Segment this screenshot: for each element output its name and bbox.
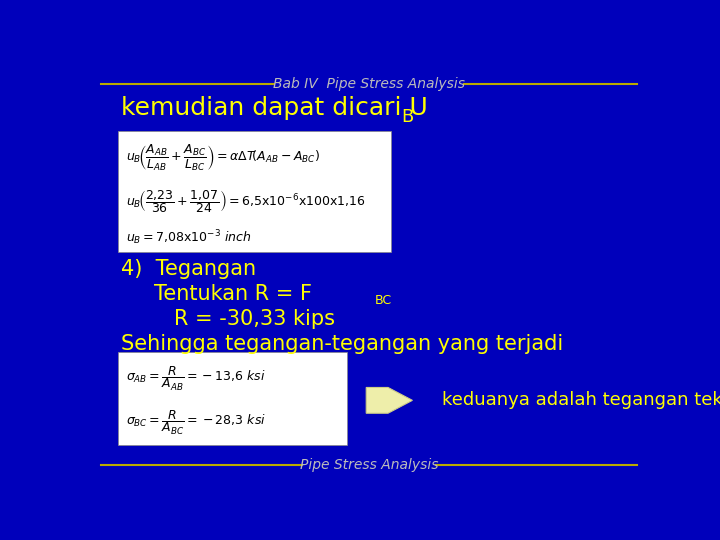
- Text: Bab IV  Pipe Stress Analysis: Bab IV Pipe Stress Analysis: [273, 77, 465, 91]
- Text: keduanya adalah tegangan tekan: keduanya adalah tegangan tekan: [441, 392, 720, 409]
- Text: B: B: [401, 108, 413, 126]
- Text: Tentukan R = F: Tentukan R = F: [154, 285, 312, 305]
- Text: kemudian dapat dicari U: kemudian dapat dicari U: [121, 97, 428, 120]
- FancyBboxPatch shape: [118, 352, 347, 446]
- Text: BC: BC: [374, 294, 392, 307]
- Text: R = -30,33 kips: R = -30,33 kips: [174, 309, 335, 329]
- FancyBboxPatch shape: [118, 131, 392, 252]
- Text: $\sigma_{BC}=\dfrac{R}{A_{BC}}=-28{,}3\ \mathit{ksi}$: $\sigma_{BC}=\dfrac{R}{A_{BC}}=-28{,}3\ …: [126, 409, 266, 437]
- Text: Sehingga tegangan-tegangan yang terjadi: Sehingga tegangan-tegangan yang terjadi: [121, 334, 563, 354]
- Text: $u_B\!\left(\dfrac{2{,}23}{36}+\dfrac{1{,}07}{24}\right)=6{,}5\mathrm{x}10^{-6}\: $u_B\!\left(\dfrac{2{,}23}{36}+\dfrac{1{…: [126, 188, 366, 214]
- Text: $u_B=7{,}08\mathrm{x}10^{-3}\ \mathit{inch}$: $u_B=7{,}08\mathrm{x}10^{-3}\ \mathit{in…: [126, 228, 252, 247]
- FancyArrow shape: [366, 388, 413, 413]
- Text: Pipe Stress Analysis: Pipe Stress Analysis: [300, 458, 438, 472]
- Text: 4)  Tegangan: 4) Tegangan: [121, 259, 256, 279]
- Text: $u_B\!\left(\dfrac{A_{AB}}{L_{AB}}+\dfrac{A_{BC}}{L_{BC}}\right)=\alpha\Delta T\: $u_B\!\left(\dfrac{A_{AB}}{L_{AB}}+\dfra…: [126, 143, 320, 173]
- Text: $\sigma_{AB}=\dfrac{R}{A_{AB}}=-13{,}6\ \mathit{ksi}$: $\sigma_{AB}=\dfrac{R}{A_{AB}}=-13{,}6\ …: [126, 364, 266, 393]
